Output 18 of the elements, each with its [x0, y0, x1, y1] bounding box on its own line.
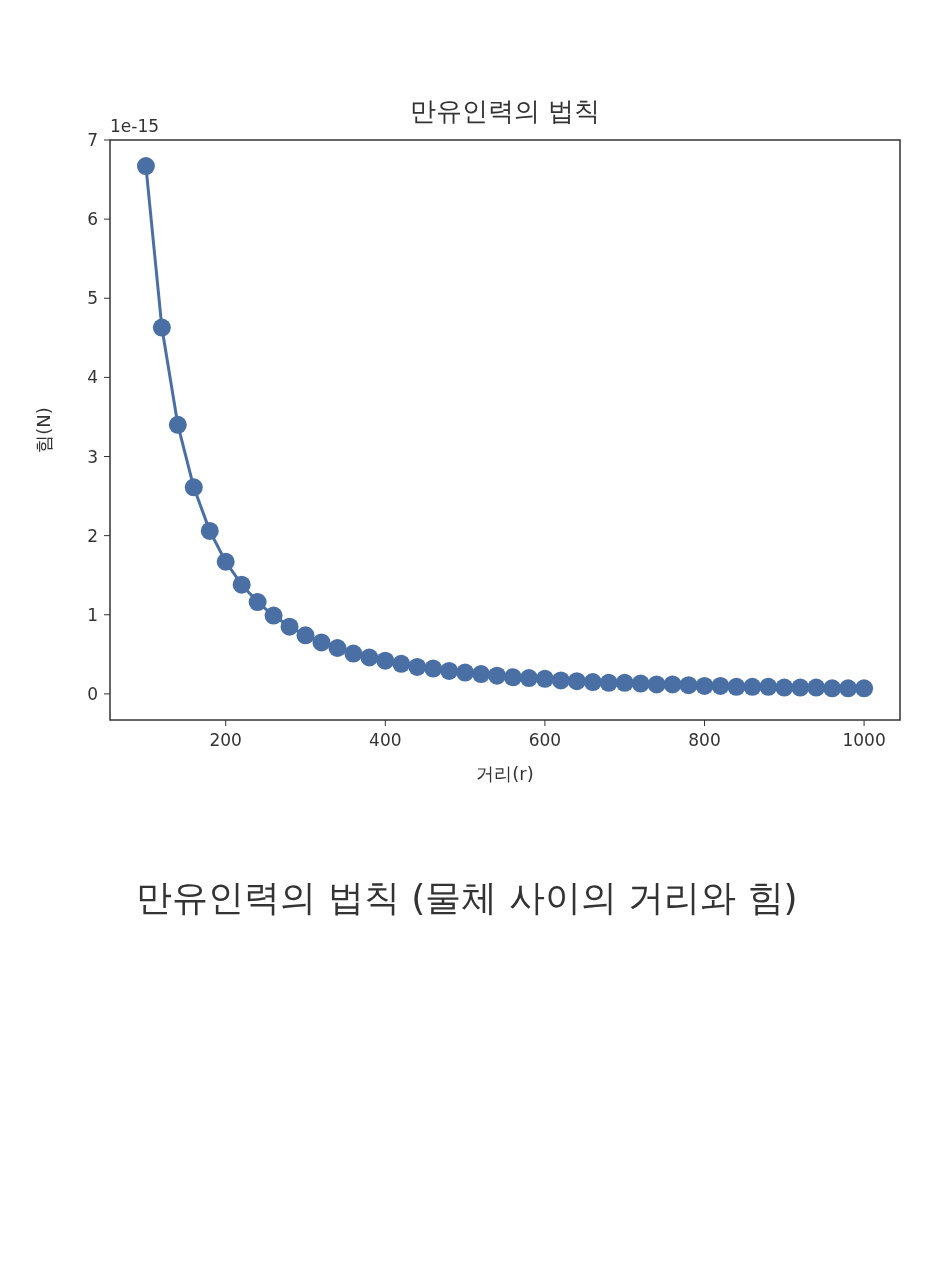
x-tick-label: 400	[369, 730, 402, 750]
y-tick-label: 7	[87, 130, 98, 150]
y-tick-label: 2	[87, 525, 98, 546]
text: 만유인력의 법칙 (물체 사이의 거리와 힘)	[136, 877, 798, 918]
text: 1e-15	[110, 116, 160, 136]
y-tick-label: 1	[87, 604, 98, 625]
x-tick-label: 200	[209, 730, 242, 750]
y-tick-label: 3	[87, 446, 98, 467]
x-tick-label: 800	[688, 730, 721, 750]
chart-title: 만유인력의 법칙	[409, 96, 601, 126]
y-tick-label: 0	[87, 683, 98, 704]
x-tick-label: 1000	[842, 730, 886, 750]
y-tick-label: 5	[87, 288, 98, 309]
x-tick-label: 600	[528, 730, 562, 750]
y-axis-title: 힘(N)	[33, 407, 54, 453]
y-tick-label: 4	[87, 367, 98, 388]
y-tick-label: 6	[87, 209, 98, 230]
x-axis-title: 거리(r)	[476, 763, 534, 784]
